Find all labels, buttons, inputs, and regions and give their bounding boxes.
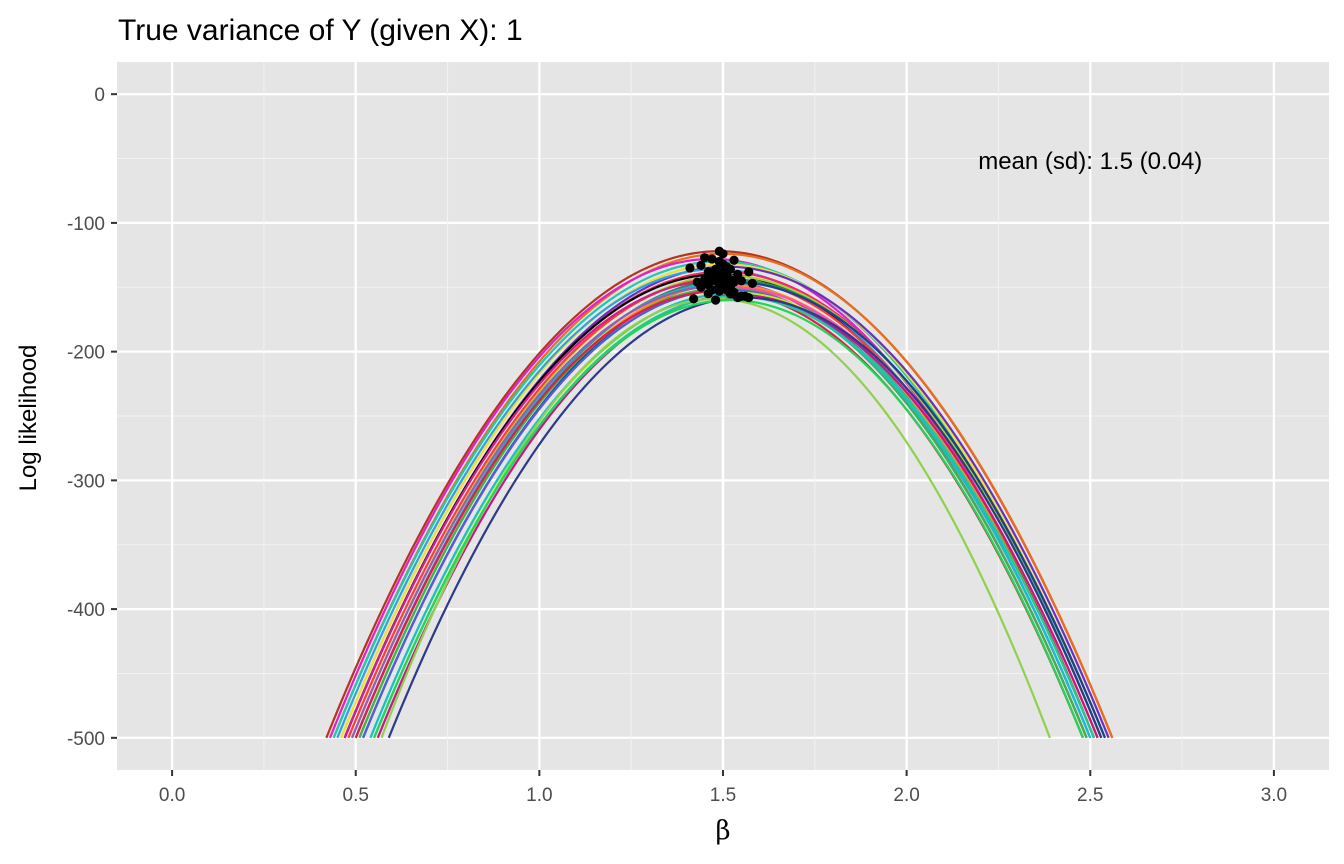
mle-point	[714, 286, 724, 296]
y-tick-label: -300	[67, 471, 105, 492]
mle-point	[703, 289, 713, 299]
x-tick-label: 0.5	[343, 785, 369, 806]
y-tick-label: -500	[67, 729, 105, 750]
chart-title: True variance of Y (given X): 1	[118, 14, 523, 47]
x-axis: 0.0 0.5 1.0 1.5 2.0 2.5 3.0	[159, 770, 1287, 806]
mle-point	[747, 278, 757, 289]
mle-point	[696, 282, 706, 292]
mle-point	[736, 276, 746, 286]
mle-point	[685, 263, 695, 273]
x-tick-label: 3.0	[1261, 785, 1287, 806]
mle-point	[700, 253, 710, 263]
mle-point	[725, 289, 735, 299]
x-tick-label: 2.5	[1077, 785, 1103, 806]
mle-point	[696, 260, 706, 270]
mle-point	[744, 267, 754, 277]
x-tick-label: 2.0	[893, 785, 919, 806]
mle-point	[733, 292, 743, 303]
x-tick-label: 1.0	[526, 785, 552, 806]
x-tick-label: 1.5	[710, 785, 736, 806]
mle-points	[685, 246, 757, 305]
mle-point	[689, 294, 699, 304]
x-axis-title: β	[715, 816, 730, 846]
x-tick-label: 0.0	[159, 785, 185, 806]
y-axis: 0 -100 -200 -300 -400 -500	[67, 85, 117, 750]
y-tick-label: -100	[67, 214, 105, 235]
y-axis-title: Log likelihood	[15, 345, 42, 492]
likelihood-curve	[373, 299, 1084, 739]
y-tick-label: -200	[67, 343, 105, 364]
mle-point	[718, 249, 728, 259]
mle-point	[707, 254, 717, 264]
mean-sd-annotation: mean (sd): 1.5 (0.04)	[978, 148, 1202, 175]
y-tick-label: -400	[67, 600, 105, 621]
mle-point	[711, 295, 721, 305]
gridlines	[117, 62, 1329, 770]
y-tick-label: 0	[94, 85, 105, 106]
mle-point	[740, 291, 750, 301]
mle-point	[729, 255, 739, 265]
